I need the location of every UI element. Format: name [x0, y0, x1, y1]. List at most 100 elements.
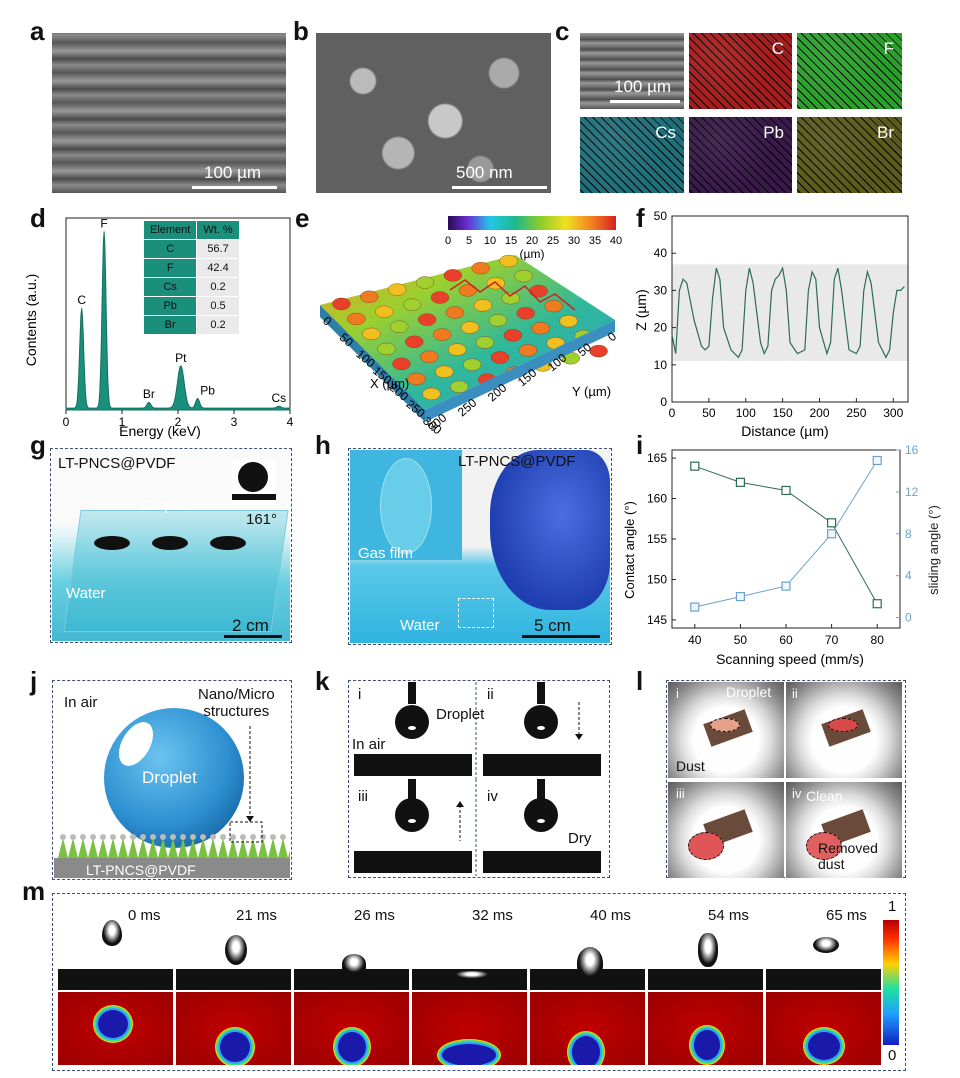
nanoparticle	[190, 834, 196, 840]
surface-peak	[445, 306, 465, 319]
x-tick-label: 2	[175, 415, 182, 429]
panel-label-a: a	[30, 16, 45, 46]
sem-image-b: 500 nm	[316, 33, 551, 193]
peak-label: Pt	[175, 351, 187, 365]
arrow-icon	[456, 801, 464, 807]
nanoparticle	[180, 834, 186, 840]
gas-film-label: Gas film	[358, 545, 414, 562]
surface-peak	[422, 387, 441, 401]
in-air-label-k: In air	[352, 736, 386, 753]
droplet-label-l: Droplet	[726, 684, 772, 700]
panel-label-m: m	[22, 876, 46, 906]
table-cell: Br	[142, 315, 198, 335]
series-marker	[690, 461, 700, 471]
simulated-droplet	[220, 1032, 250, 1062]
photo-gas-film	[350, 450, 610, 643]
panel-label-b: b	[293, 16, 309, 46]
microstructure	[278, 838, 288, 858]
time-label: 54 ms	[708, 907, 749, 924]
time-label: 0 ms	[128, 907, 161, 924]
colorbar-tick: 5	[466, 235, 472, 247]
microstructure	[268, 838, 278, 858]
panel-label-l: l	[636, 666, 644, 696]
surface-peak	[362, 327, 381, 341]
nanoparticle	[120, 834, 126, 840]
microstructure	[98, 838, 108, 858]
high-speed-frame	[412, 895, 527, 990]
x-tick-label: 200	[809, 406, 829, 420]
y2-tick-label: 12	[905, 485, 919, 499]
surface-bar	[354, 754, 472, 776]
contact-angle-inset	[232, 460, 276, 504]
table-cell: 0.2	[196, 315, 240, 335]
surface-peak	[443, 269, 463, 282]
nanoparticle	[150, 834, 156, 840]
high-speed-frame	[176, 895, 291, 990]
series-marker	[735, 591, 746, 602]
nanoparticle	[140, 834, 146, 840]
microstructure	[178, 838, 188, 858]
simulation-frame	[294, 992, 409, 1065]
surface-peak	[518, 344, 538, 357]
droplet	[395, 798, 429, 832]
surface-peak	[435, 365, 454, 378]
x-tick-label: 0	[669, 406, 676, 420]
surface-peak	[490, 351, 510, 364]
simulation-frame	[648, 992, 763, 1065]
surface-peak	[417, 313, 437, 326]
surface-peak	[501, 292, 520, 305]
nanoparticle	[270, 834, 276, 840]
x-tick-label: 80	[871, 633, 885, 647]
surface-peak	[407, 372, 426, 386]
microstructure	[218, 838, 228, 858]
x-axis-label: X (µm)	[370, 376, 409, 391]
surface-peak	[475, 336, 495, 349]
step-label: ii	[792, 686, 798, 701]
x-tick-label: 150	[773, 406, 793, 420]
droplet-snapshot	[342, 953, 366, 974]
surface-peak	[387, 283, 407, 296]
scale-label-b: 500 nm	[456, 163, 513, 182]
colorbar-tick: 40	[610, 235, 622, 247]
surface-peak	[415, 276, 435, 289]
panel-g-frame	[50, 448, 292, 643]
y-tick-label: 165	[647, 451, 667, 465]
droplet-snapshot	[577, 947, 603, 980]
height-profile-chart: 0 50 100 150 200 250 300 0 10 20 30 40 50 Distance (…	[633, 210, 909, 439]
step-label: i	[676, 686, 679, 701]
surface-peak	[589, 344, 608, 358]
eds-map-label: F	[883, 39, 894, 58]
microstructure	[238, 838, 248, 858]
high-speed-frame	[766, 895, 881, 990]
bounce-step	[483, 779, 601, 873]
surface-peak	[529, 284, 548, 298]
scale-label-h: 5 cm	[534, 616, 571, 635]
surface-peak	[458, 284, 478, 297]
y2-tick-label: 8	[905, 527, 912, 541]
nanoparticle	[60, 834, 66, 840]
simulation-frame	[412, 992, 527, 1065]
angle-vs-speed-chart: 40 50 60 70 80 145 150 155 160 165 0 4 8 12 16 Scannin…	[622, 443, 941, 667]
surface-peak	[473, 299, 493, 312]
droplet-snapshot	[102, 919, 122, 946]
y-tick-label: 20	[654, 321, 668, 335]
step-label: iv	[792, 786, 802, 801]
y-axis-label: Y (µm)	[572, 384, 611, 399]
surface-profile-3d: 0 5 10 15 20 25 30 35 40 (µm) 050100150200250300…	[320, 216, 622, 437]
step-label: ii	[487, 686, 494, 703]
panel-label-e: e	[295, 203, 310, 233]
x-tick-label: 70	[825, 633, 839, 647]
nanoparticle	[130, 834, 136, 840]
surface-peak	[516, 307, 535, 320]
droplet-highlight	[118, 722, 154, 766]
nanoparticle	[280, 834, 286, 840]
nanoparticle	[110, 834, 116, 840]
y-tick-label: 155	[647, 532, 667, 546]
series-marker	[690, 602, 700, 612]
microstructure	[288, 850, 290, 858]
profile-line	[449, 279, 576, 311]
time-label: 32 ms	[472, 907, 513, 924]
peak-label: C	[77, 293, 86, 307]
time-label: 26 ms	[354, 907, 395, 924]
